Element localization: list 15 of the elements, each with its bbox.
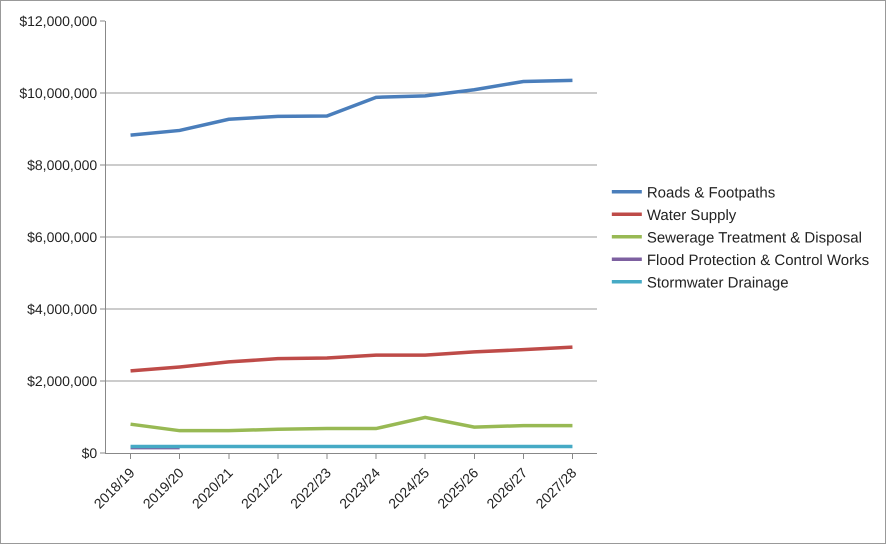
y-tick-label: $0 [82, 444, 98, 461]
y-tick-label: $10,000,000 [19, 84, 98, 101]
line-series [128, 345, 574, 373]
legend-label: Roads & Footpaths [646, 184, 776, 202]
line-series [128, 416, 574, 432]
legend-label: Stormwater Drainage [646, 274, 789, 292]
legend-label: Sewerage Treatment & Disposal [646, 230, 862, 247]
legend-label: Flood Protection & Control Works [646, 252, 870, 270]
y-tick-label: $2,000,000 [27, 372, 98, 389]
line-series [128, 78, 574, 137]
y-tick-label: $8,000,000 [27, 156, 98, 173]
legend-label: Water Supply [646, 207, 737, 224]
y-tick-label: $12,000,000 [19, 12, 98, 29]
y-tick-label: $4,000,000 [27, 300, 98, 317]
y-tick-label: $6,000,000 [27, 228, 98, 245]
